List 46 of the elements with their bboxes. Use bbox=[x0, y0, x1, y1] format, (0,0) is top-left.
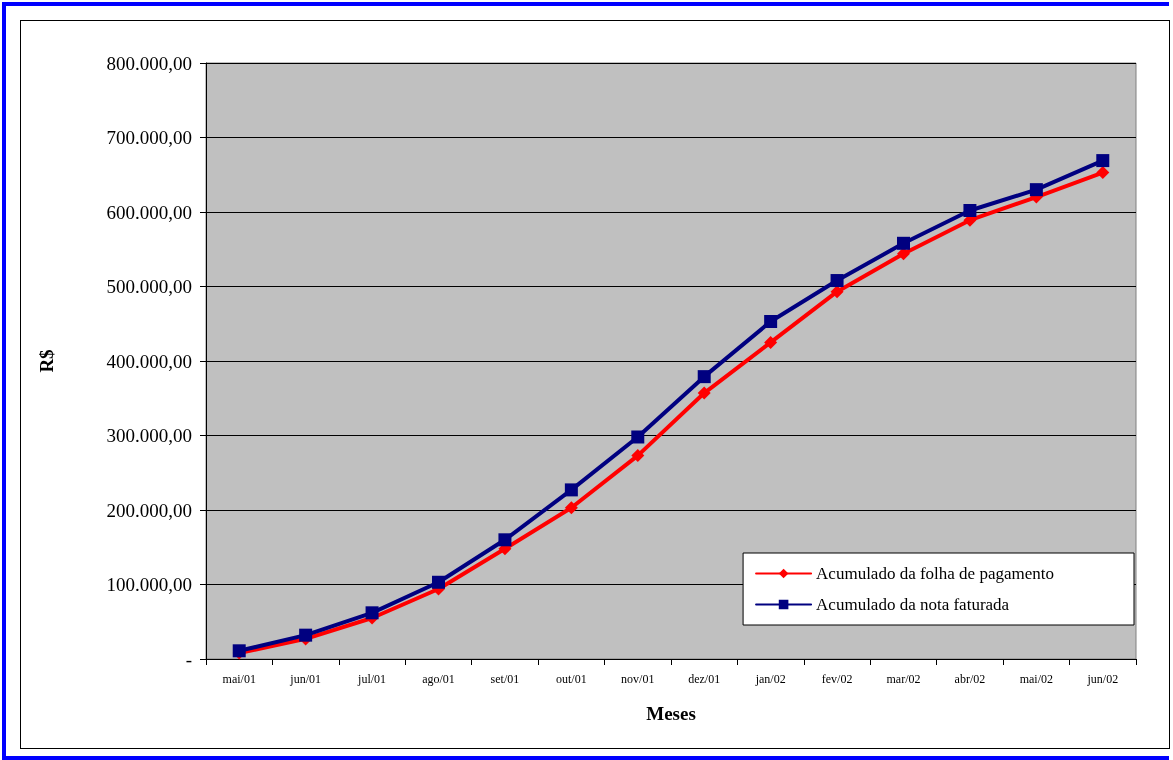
point bbox=[1096, 166, 1110, 180]
y-tick-label: 100.000,00 bbox=[106, 574, 192, 595]
point bbox=[1029, 183, 1043, 197]
point bbox=[897, 236, 910, 250]
point bbox=[1096, 154, 1110, 168]
legend-label: Acumulado da nota faturada bbox=[816, 595, 1010, 614]
x-tick-label: ago/01 bbox=[422, 672, 455, 686]
x-tick-label: nov/01 bbox=[621, 672, 655, 686]
y-axis-title: R$ bbox=[36, 349, 57, 373]
y-tick-label: 800.000,00 bbox=[106, 52, 192, 74]
x-tick-label: jun/01 bbox=[289, 672, 321, 686]
x-tick-label: jul/01 bbox=[357, 672, 387, 686]
point bbox=[764, 315, 778, 329]
x-tick-label: dez/01 bbox=[688, 672, 721, 686]
point bbox=[631, 430, 645, 444]
y-tick-label: 400.000,00 bbox=[106, 350, 192, 372]
point bbox=[299, 628, 313, 642]
y-tick-label: 500.000,00 bbox=[106, 276, 192, 297]
x-tick-label: mar/02 bbox=[886, 672, 921, 686]
y-tick-label: 300.000,00 bbox=[106, 425, 192, 446]
x-tick-label: mai/02 bbox=[1019, 672, 1054, 686]
y-tick-label: 200.000,00 bbox=[106, 499, 192, 521]
point bbox=[365, 606, 379, 620]
legend-label: Acumulado da folha de pagamento bbox=[816, 564, 1054, 583]
point bbox=[764, 335, 778, 349]
x-axis-title: Meses bbox=[646, 703, 696, 724]
x-tick-label: abr/02 bbox=[954, 672, 986, 686]
point bbox=[830, 274, 844, 288]
y-tick-label: 700.000,00 bbox=[106, 127, 192, 148]
y-tick-label: - bbox=[185, 648, 192, 670]
point bbox=[564, 501, 578, 515]
x-tick-label: jun/02 bbox=[1086, 672, 1119, 686]
x-tick-label: fev/02 bbox=[821, 672, 853, 686]
point bbox=[631, 449, 645, 463]
point bbox=[963, 204, 977, 218]
x-tick-label: set/01 bbox=[490, 672, 520, 686]
point bbox=[564, 483, 578, 497]
point bbox=[697, 370, 711, 384]
point bbox=[830, 285, 844, 299]
point bbox=[498, 533, 512, 547]
x-tick-label: mai/01 bbox=[222, 672, 256, 686]
x-tick-label: jan/02 bbox=[754, 672, 786, 686]
point bbox=[432, 575, 445, 589]
y-tick-label: 600.000,00 bbox=[106, 201, 192, 223]
point bbox=[697, 386, 711, 400]
x-tick-label: out/01 bbox=[556, 672, 587, 686]
